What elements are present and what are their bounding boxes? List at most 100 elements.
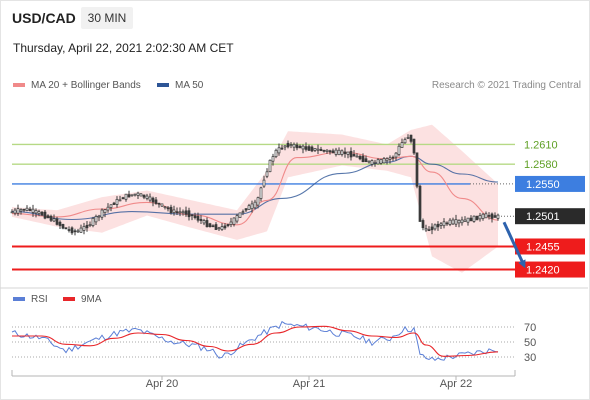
- candle-body: [349, 150, 353, 158]
- legend-label-ma20: MA 20 + Bollinger Bands: [31, 80, 141, 91]
- candle-body: [127, 194, 131, 198]
- candle-body: [172, 209, 176, 213]
- rsi-tick-label: 50: [524, 337, 536, 349]
- candle-body: [460, 219, 464, 224]
- candle-body: [451, 219, 455, 225]
- candle-body: [463, 219, 467, 222]
- x-tick-label: Apr 22: [440, 378, 472, 390]
- candle-body: [424, 228, 428, 231]
- candle-body: [211, 225, 215, 228]
- candle-body: [187, 210, 191, 218]
- candle-body: [493, 215, 497, 218]
- candle-body: [376, 159, 380, 165]
- candle-body: [301, 145, 305, 150]
- candle-body: [46, 215, 50, 219]
- candle-body: [430, 226, 434, 231]
- candle-body: [28, 208, 32, 211]
- forecast-arrow-icon: [502, 221, 526, 269]
- candle-body: [154, 199, 158, 204]
- candle-body: [487, 215, 491, 217]
- candle-body: [55, 218, 59, 225]
- candle-body: [304, 146, 308, 150]
- candle-body: [85, 224, 89, 229]
- candle-body: [442, 221, 446, 227]
- candle-body: [202, 220, 206, 224]
- candle-body: [19, 209, 23, 212]
- candle-body: [370, 160, 374, 165]
- candle-body: [427, 229, 431, 232]
- legend-item-rsi: RSI: [13, 294, 48, 305]
- candle-body: [10, 211, 14, 214]
- copyright: Research © 2021 Trading Central: [431, 80, 581, 91]
- candle-body: [313, 147, 317, 151]
- candle-body: [325, 149, 329, 152]
- rsi-chart: 70 50 30: [11, 320, 536, 364]
- legend-label-ma50: MA 50: [175, 80, 204, 91]
- candle-body: [145, 195, 149, 199]
- level-label-bg: [515, 175, 585, 192]
- candle-body: [403, 139, 407, 144]
- level-label-support: 1.2420: [526, 265, 560, 277]
- candle-body: [265, 171, 269, 177]
- candle-body: [22, 208, 26, 211]
- candle-body: [142, 194, 146, 198]
- candle-body: [151, 197, 155, 203]
- candle-body: [229, 221, 233, 225]
- candle-body: [223, 225, 227, 229]
- candle-body: [337, 149, 341, 156]
- candle-body: [241, 211, 245, 213]
- symbol-title: USD/CAD: [12, 10, 76, 26]
- candle-body: [439, 223, 443, 226]
- level-label-bg: [515, 208, 585, 225]
- candle-body: [139, 193, 143, 197]
- level-label-last: 1.2501: [526, 211, 560, 223]
- candle-body: [445, 222, 449, 225]
- candle-body: [406, 137, 410, 139]
- ma20-swatch-icon: [13, 83, 25, 88]
- rsi-ma9-line: [12, 325, 499, 357]
- candle-body: [310, 146, 314, 152]
- candle-body: [388, 157, 392, 160]
- candle-body: [274, 149, 278, 157]
- candle-body: [64, 227, 68, 230]
- candle-body: [361, 155, 365, 162]
- candle-body: [316, 148, 320, 151]
- candle-body: [472, 215, 476, 222]
- candle-body: [298, 145, 302, 149]
- ma50-swatch-icon: [157, 83, 169, 88]
- candle-body: [25, 207, 29, 211]
- datetime-label: Thursday, April 22, 2021 2:02:30 AM CET: [13, 41, 234, 55]
- candle-body: [283, 145, 287, 148]
- candle-body: [226, 224, 230, 227]
- candle-body: [70, 227, 74, 234]
- candle-body: [421, 220, 425, 229]
- candle-body: [133, 193, 137, 196]
- candle-body: [448, 219, 452, 225]
- candle-body: [352, 154, 356, 157]
- candle-body: [220, 226, 224, 230]
- legend-item-ma50: MA 50: [157, 80, 203, 91]
- level-label-pivot: 1.2550: [526, 179, 560, 191]
- candle-body: [13, 209, 17, 214]
- candle-body: [457, 220, 461, 224]
- candle-body: [466, 217, 470, 223]
- candle-body: [454, 219, 458, 225]
- candle-body: [37, 211, 41, 214]
- legend-item-9ma: 9MA: [63, 294, 102, 305]
- candle-body: [358, 156, 362, 160]
- candle-body: [34, 210, 38, 214]
- candle-body: [166, 207, 170, 210]
- legend-label-rsi: RSI: [31, 294, 48, 305]
- candle-body: [262, 179, 266, 187]
- x-tick-label: Apr 20: [146, 378, 178, 390]
- candle-body: [484, 213, 488, 219]
- candle-body: [61, 224, 65, 229]
- candle-body: [160, 203, 164, 207]
- candle-body: [73, 230, 77, 233]
- candle-body: [364, 158, 368, 163]
- candle-body: [79, 227, 83, 233]
- timeframe-selector[interactable]: 30 MIN: [81, 7, 133, 29]
- candle-body: [490, 213, 494, 219]
- candle-body: [109, 204, 113, 208]
